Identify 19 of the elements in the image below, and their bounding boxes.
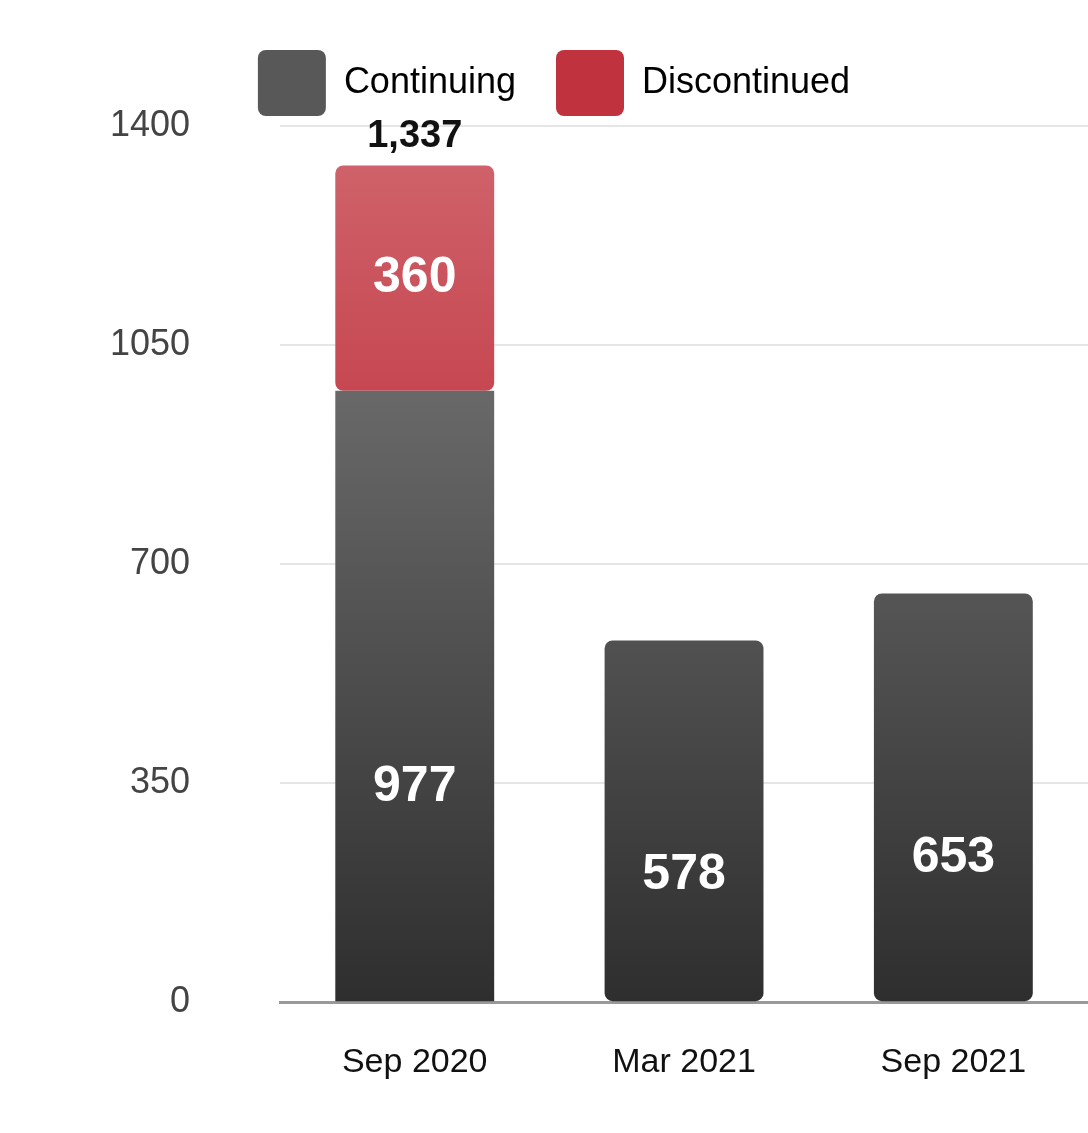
- x-tick-label: Mar 2021: [612, 1040, 756, 1079]
- y-tick-label: 1400: [109, 102, 191, 144]
- legend-label: Discontinued: [642, 59, 851, 101]
- legend-label: Continuing: [343, 59, 516, 101]
- bar: [873, 593, 1033, 1002]
- x-tick-label: Sep 2020: [341, 1040, 488, 1079]
- bar: [604, 640, 764, 1002]
- data-label: 653: [911, 827, 996, 884]
- bar: [335, 390, 495, 1002]
- y-tick-label: 700: [130, 541, 191, 583]
- bar: [335, 165, 495, 391]
- data-label: 578: [642, 843, 726, 900]
- x-tick-label: Sep 2021: [880, 1040, 1027, 1079]
- total-label: 1,337: [367, 112, 463, 155]
- y-tick-label: 350: [130, 760, 191, 802]
- data-label: 360: [373, 246, 457, 303]
- y-tick-label: 0: [170, 979, 191, 1021]
- y-tick-label: 1050: [109, 321, 191, 363]
- data-label: 977: [373, 756, 457, 813]
